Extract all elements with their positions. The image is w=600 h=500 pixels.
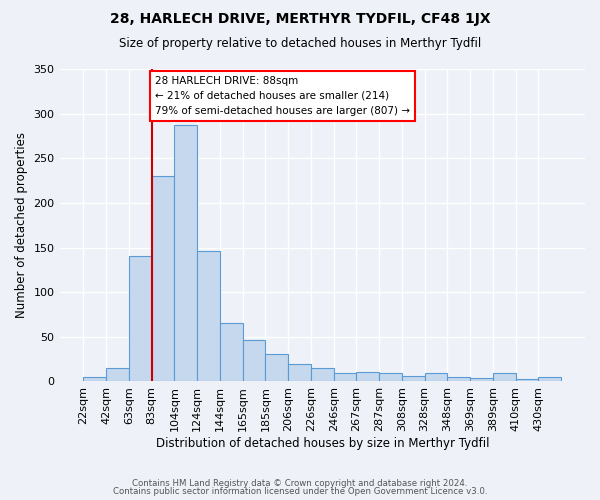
Bar: [106, 368, 129, 382]
Bar: [448, 377, 470, 382]
Bar: [242, 340, 265, 382]
Bar: [356, 372, 379, 382]
Bar: [379, 374, 402, 382]
Text: Contains public sector information licensed under the Open Government Licence v3: Contains public sector information licen…: [113, 488, 487, 496]
Text: 28, HARLECH DRIVE, MERTHYR TYDFIL, CF48 1JX: 28, HARLECH DRIVE, MERTHYR TYDFIL, CF48 …: [110, 12, 490, 26]
Bar: [175, 125, 197, 382]
Bar: [152, 176, 175, 382]
Bar: [83, 377, 106, 382]
Bar: [493, 374, 515, 382]
X-axis label: Distribution of detached houses by size in Merthyr Tydfil: Distribution of detached houses by size …: [155, 437, 489, 450]
Bar: [470, 378, 493, 382]
Text: 28 HARLECH DRIVE: 88sqm
← 21% of detached houses are smaller (214)
79% of semi-d: 28 HARLECH DRIVE: 88sqm ← 21% of detache…: [155, 76, 410, 116]
Text: Size of property relative to detached houses in Merthyr Tydfil: Size of property relative to detached ho…: [119, 38, 481, 51]
Bar: [220, 322, 242, 382]
Bar: [334, 372, 356, 382]
Bar: [288, 364, 311, 382]
Bar: [538, 377, 561, 382]
Bar: [197, 251, 220, 382]
Bar: [425, 372, 448, 382]
Bar: [402, 376, 425, 382]
Bar: [129, 256, 152, 382]
Bar: [515, 379, 538, 382]
Bar: [265, 354, 288, 382]
Y-axis label: Number of detached properties: Number of detached properties: [15, 132, 28, 318]
Bar: [311, 368, 334, 382]
Text: Contains HM Land Registry data © Crown copyright and database right 2024.: Contains HM Land Registry data © Crown c…: [132, 478, 468, 488]
